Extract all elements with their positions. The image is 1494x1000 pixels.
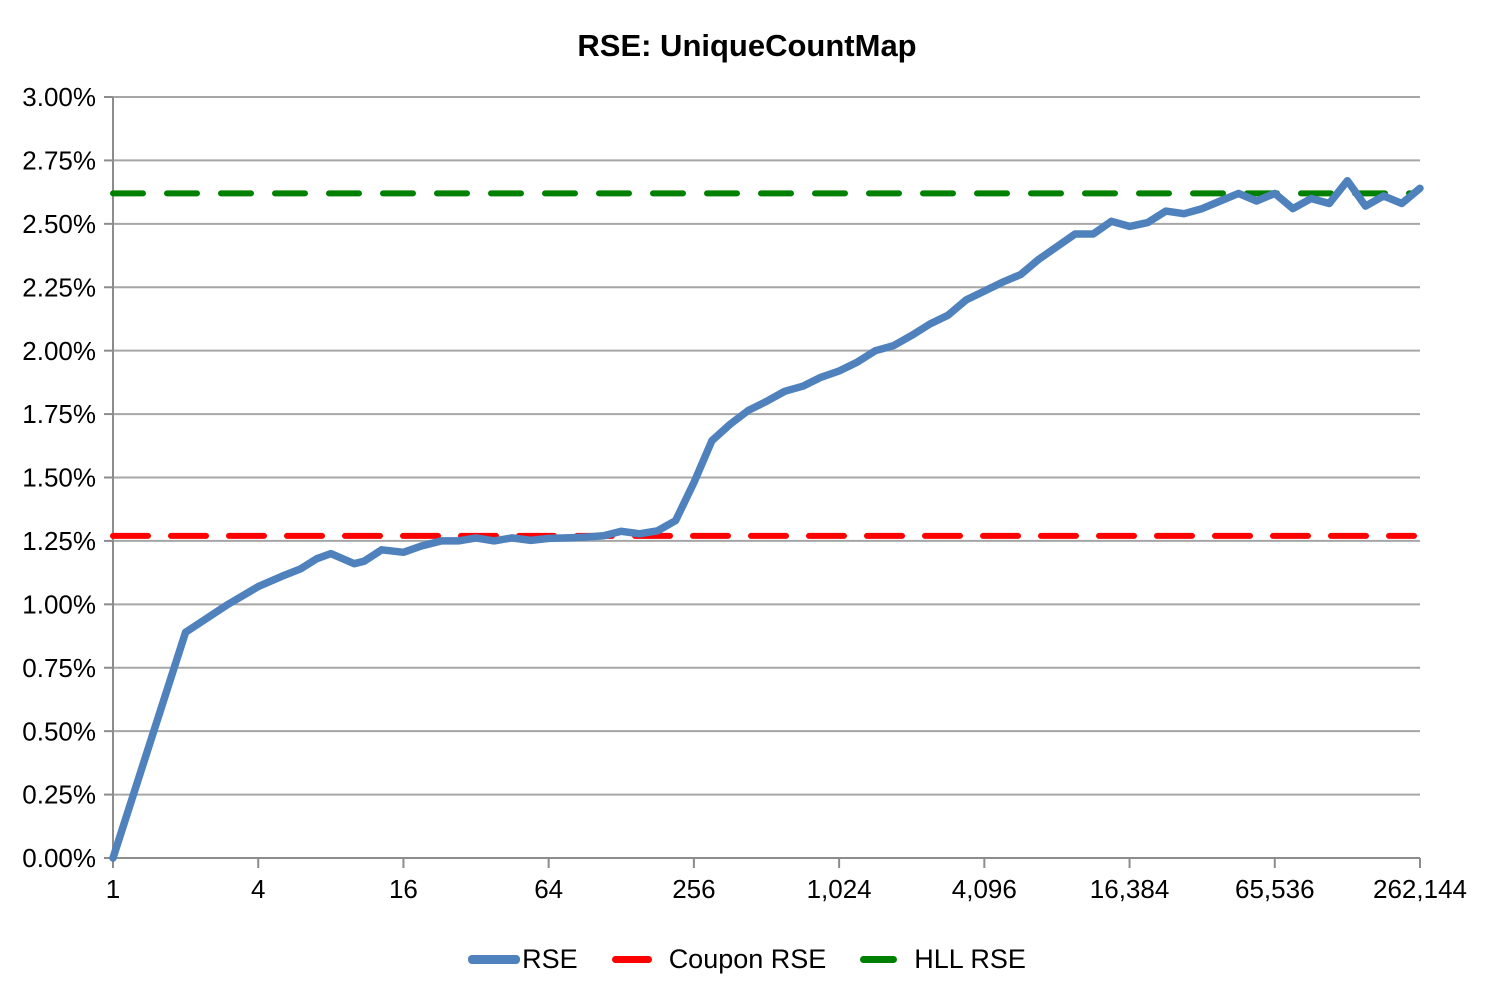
x-axis-tick-label: 64	[534, 874, 563, 904]
y-axis-tick-label: 2.50%	[22, 209, 96, 239]
y-axis-tick-label: 0.75%	[22, 653, 96, 683]
x-axis-tick-label: 262,144	[1373, 874, 1467, 904]
y-axis-tick-label: 3.00%	[22, 82, 96, 112]
x-axis-tick-label: 65,536	[1235, 874, 1315, 904]
x-axis-tick-label: 4,096	[952, 874, 1017, 904]
y-axis-tick-label: 2.75%	[22, 146, 96, 176]
y-axis-tick-label: 0.00%	[22, 843, 96, 873]
legend-item-coupon-rse: Coupon RSE	[611, 943, 827, 975]
y-axis-tick-label: 1.75%	[22, 399, 96, 429]
y-axis-tick-label: 2.00%	[22, 336, 96, 366]
y-axis-tick-label: 1.25%	[22, 526, 96, 556]
y-axis-tick-label: 2.25%	[22, 272, 96, 302]
legend: RSE Coupon RSE HLL RSE	[0, 936, 1494, 982]
y-axis-tick-label: 0.25%	[22, 780, 96, 810]
legend-item-rse: RSE	[468, 944, 578, 975]
coupon-rse-legend-swatch	[611, 955, 652, 963]
x-axis-tick-label: 4	[251, 874, 265, 904]
chart-title: RSE: UniqueCountMap	[577, 28, 917, 63]
x-axis-tick-label: 16,384	[1090, 874, 1170, 904]
x-axis-tick-label: 16	[389, 874, 418, 904]
hll-rse-legend-label: HLL RSE	[914, 943, 1026, 974]
rse-line	[109, 176, 1424, 862]
x-axis-tick-label: 1	[106, 874, 120, 904]
plot-area: 3.00% 2.75% 2.50% 2.25% 2.00% 1.75% 1.50% 1.25%…	[22, 82, 1467, 904]
x-axis-tick-label: 256	[672, 874, 715, 904]
coupon-rse-legend-label: Coupon RSE	[668, 943, 827, 974]
legend-item-hll-rse: HLL RSE	[860, 944, 1026, 975]
y-axis-tick-label: 0.50%	[22, 716, 96, 746]
rse-legend-swatch	[468, 954, 521, 964]
y-axis-tick-label: 1.50%	[22, 463, 96, 493]
hll-rse-legend-swatch	[860, 955, 898, 963]
y-axis-tick-label: 1.00%	[22, 589, 96, 619]
rse-legend-label: RSE	[522, 943, 578, 974]
x-axis-tick-label: 1,024	[807, 874, 872, 904]
